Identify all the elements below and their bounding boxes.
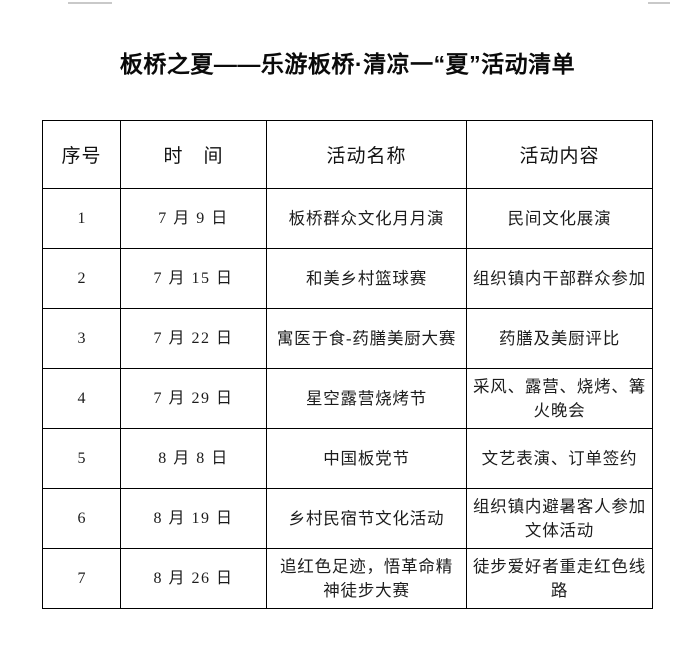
table-header-row: 序号 时 间 活动名称 活动内容 [42,120,653,189]
scan-artifact-left [68,2,112,4]
cell-content: 采风、露营、烧烤、篝火晚会 [466,368,653,429]
table-row: 2 7 月 15 日 和美乡村篮球赛 组织镇内干部群众参加 [42,248,653,309]
cell-index: 5 [42,428,121,489]
scan-artifact-right [648,2,670,4]
cell-content: 药膳及美厨评比 [466,308,653,369]
cell-content: 徒步爱好者重走红色线路 [466,548,653,609]
table-row: 5 8 月 8 日 中国板党节 文艺表演、订单签约 [42,428,653,489]
column-header-name: 活动名称 [266,120,467,189]
cell-content: 文艺表演、订单签约 [466,428,653,489]
cell-name: 中国板党节 [266,428,467,489]
cell-name: 板桥群众文化月月演 [266,188,467,249]
cell-name: 追红色足迹，悟革命精神徒步大赛 [266,548,467,609]
page-title: 板桥之夏——乐游板桥·清凉一“夏”活动清单 [119,51,576,77]
cell-time: 7 月 9 日 [120,188,267,249]
cell-index: 1 [42,188,121,249]
table-row: 7 8 月 26 日 追红色足迹，悟革命精神徒步大赛 徒步爱好者重走红色线路 [42,548,653,609]
cell-time: 8 月 19 日 [120,488,267,549]
cell-index: 4 [42,368,121,429]
cell-name: 星空露营烧烤节 [266,368,467,429]
cell-time: 7 月 29 日 [120,368,267,429]
column-header-time: 时 间 [120,120,267,189]
table-row: 1 7 月 9 日 板桥群众文化月月演 民间文化展演 [42,188,653,249]
activity-list-table: 序号 时 间 活动名称 活动内容 1 7 月 9 日 板桥群众文化月月演 民间文… [42,120,653,609]
table-body: 1 7 月 9 日 板桥群众文化月月演 民间文化展演 2 7 月 15 日 和美… [42,188,653,609]
column-header-content: 活动内容 [466,120,653,189]
cell-content: 组织镇内干部群众参加 [466,248,653,309]
cell-time: 7 月 15 日 [120,248,267,309]
cell-time: 8 月 26 日 [120,548,267,609]
cell-index: 6 [42,488,121,549]
cell-time: 7 月 22 日 [120,308,267,369]
table-row: 6 8 月 19 日 乡村民宿节文化活动 组织镇内避暑客人参加文体活动 [42,488,653,549]
table-row: 3 7 月 22 日 寓医于食-药膳美厨大赛 药膳及美厨评比 [42,308,653,369]
table-row: 4 7 月 29 日 星空露营烧烤节 采风、露营、烧烤、篝火晚会 [42,368,653,429]
table-header: 序号 时 间 活动名称 活动内容 [42,120,653,189]
column-header-index: 序号 [42,120,121,189]
cell-content: 民间文化展演 [466,188,653,249]
cell-name: 寓医于食-药膳美厨大赛 [266,308,467,369]
cell-time: 8 月 8 日 [120,428,267,489]
cell-name: 乡村民宿节文化活动 [266,488,467,549]
cell-index: 2 [42,248,121,309]
cell-index: 3 [42,308,121,369]
cell-name: 和美乡村篮球赛 [266,248,467,309]
cell-content: 组织镇内避暑客人参加文体活动 [466,488,653,549]
cell-index: 7 [42,548,121,609]
